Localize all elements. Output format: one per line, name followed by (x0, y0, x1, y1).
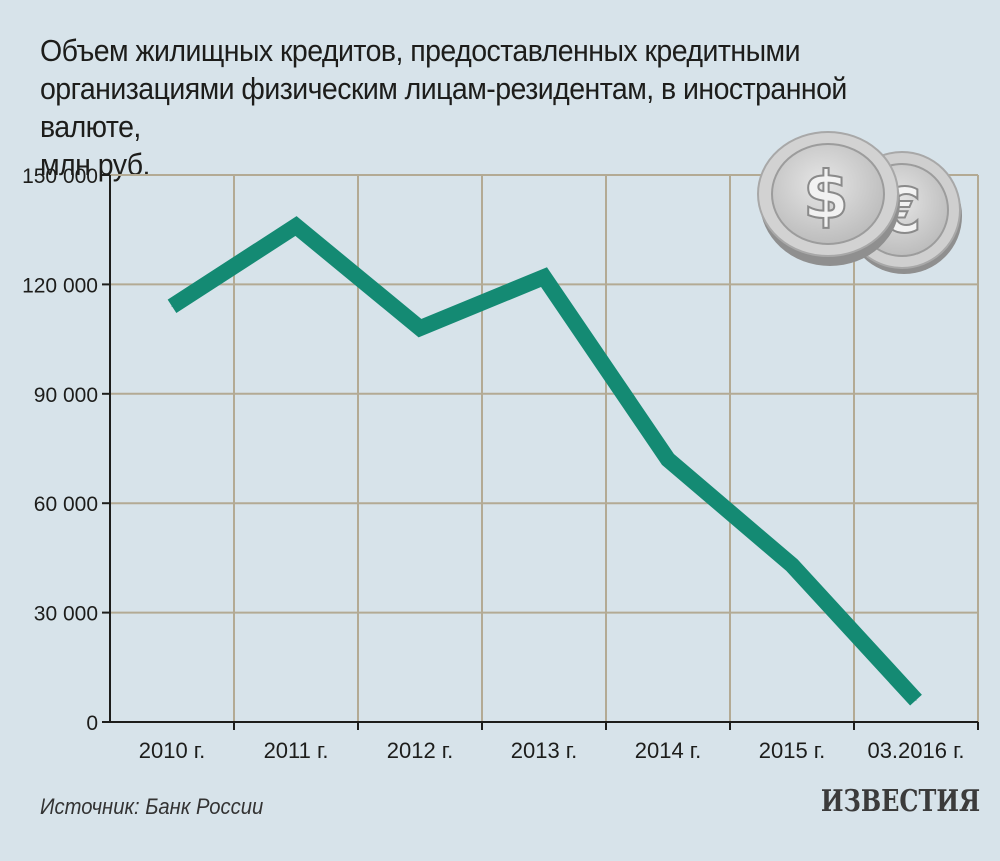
y-axis-ticks: 0 30 000 60 000 90 000 120 000 150 000 (22, 165, 110, 735)
source-note: Источник: Банк России (40, 794, 264, 819)
data-point (419, 327, 421, 329)
x-tick-label: 2013 г. (511, 738, 578, 763)
x-tick-label: 2012 г. (387, 738, 454, 763)
x-axis-ticks: 2010 г. 2011 г. 2012 г. 2013 г. 2014 г. 2015 … (139, 722, 979, 763)
coins-illustration: € $ (757, 131, 962, 274)
series-line (167, 216, 922, 706)
y-tick-label: 30 000 (34, 603, 98, 626)
x-tick-label: 2014 г. (635, 738, 702, 763)
chart-title: Объем жилищных кредитов, предоставленных… (40, 33, 847, 182)
x-tick-label: 03.2016 г. (867, 738, 964, 763)
svg-text:$: $ (803, 157, 849, 234)
publisher-logo: ИЗВЕСТИЯ (820, 784, 980, 819)
dollar-coin-icon: $ (757, 131, 900, 266)
data-point (543, 276, 545, 278)
x-tick-label: 2011 г. (264, 738, 329, 763)
data-point (915, 699, 917, 701)
y-tick-label: 60 000 (34, 493, 98, 516)
data-point (791, 564, 793, 566)
data-point (667, 458, 669, 460)
x-tick-label: 2010 г. (139, 738, 206, 763)
y-tick-label: 0 (86, 712, 98, 735)
y-tick-label: 150 000 (22, 165, 98, 188)
series (167, 216, 922, 706)
data-point (295, 225, 297, 227)
y-tick-label: 90 000 (34, 384, 98, 407)
x-tick-label: 2015 г. (759, 738, 826, 763)
data-point (171, 305, 173, 307)
y-tick-label: 120 000 (22, 274, 98, 297)
